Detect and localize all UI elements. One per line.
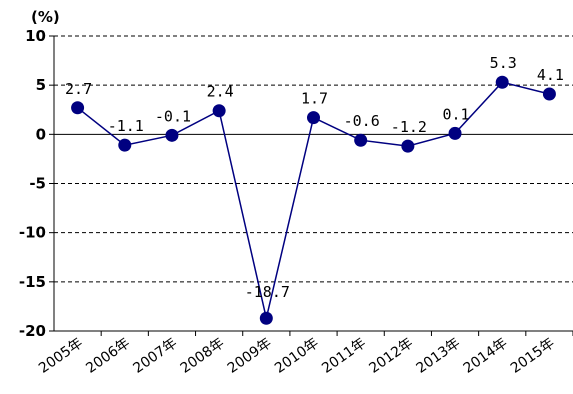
x-tick-label: 2007年 <box>130 335 180 377</box>
data-point <box>259 311 273 325</box>
unit-label: (%) <box>31 8 60 26</box>
y-tick-label: 0 <box>36 125 46 143</box>
y-tick-label: 10 <box>25 27 46 45</box>
y-tick-label: 5 <box>36 76 46 94</box>
data-label: 1.7 <box>301 90 328 108</box>
axes <box>49 35 573 336</box>
data-points <box>71 75 556 325</box>
data-point <box>448 126 462 140</box>
data-label: 4.1 <box>537 66 564 84</box>
data-label: -1.1 <box>108 117 144 135</box>
y-tick-label: -5 <box>29 175 46 193</box>
data-point <box>354 133 368 147</box>
y-tick-label: -10 <box>19 224 46 242</box>
data-point <box>307 111 320 125</box>
x-tick-label: 2008年 <box>178 335 228 377</box>
data-label: 0.1 <box>442 105 469 123</box>
data-label: -0.6 <box>344 112 380 130</box>
x-tick-label: 2005年 <box>36 335 86 377</box>
x-tick-label: 2015年 <box>508 335 558 377</box>
data-point <box>401 139 415 153</box>
x-tick-label: 2011年 <box>319 335 369 377</box>
data-point <box>165 128 179 142</box>
y-tick-label: -20 <box>19 322 46 340</box>
data-labels: 2.7 -1.1 -0.1 2.4 -18.7 1.7 -0.6 -1.2 0.1 5.3 4.1 <box>65 54 564 301</box>
x-tick-label: 2010年 <box>272 335 322 377</box>
x-tick-label: 2014年 <box>461 335 511 377</box>
x-tick-label: 2012年 <box>366 335 416 377</box>
data-point <box>71 101 85 115</box>
x-tick-label: 2009年 <box>225 335 275 377</box>
data-label: -1.2 <box>391 118 427 136</box>
data-label: 2.4 <box>207 83 234 101</box>
x-tick-label: 2006年 <box>83 335 133 377</box>
gridlines <box>54 35 573 283</box>
x-tick-label: 2013年 <box>413 335 463 377</box>
y-tick-labels: 10 5 0 -5 -10 -15 -20 <box>19 27 46 340</box>
x-tick-labels: 2005年2006年2007年2008年2009年2010年2011年2012年… <box>36 335 558 377</box>
data-point <box>542 87 556 101</box>
y-tick-label: -15 <box>19 273 46 291</box>
data-point <box>118 138 132 152</box>
data-point <box>495 75 509 89</box>
data-label: -18.7 <box>245 283 290 301</box>
data-label: 2.7 <box>65 80 92 98</box>
data-point <box>212 104 226 118</box>
data-label: 5.3 <box>490 54 517 72</box>
data-label: -0.1 <box>155 107 191 125</box>
